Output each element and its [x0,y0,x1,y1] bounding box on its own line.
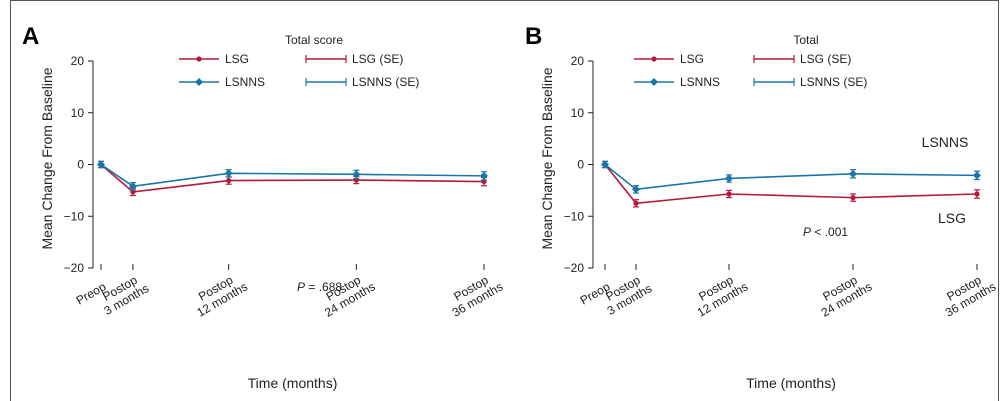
frame-left [10,0,11,401]
data-point [633,200,639,206]
x-tick-label: Postop36 months [443,268,505,319]
legend-entry: LSNNS (SE) [753,75,867,89]
legend-label: LSNNS (SE) [352,75,419,89]
legend-entry: LSG (SE) [305,52,403,66]
p-value-annotation: P = .688 [297,280,342,294]
y-tick-label: −10 [64,209,85,223]
data-point [601,160,609,169]
legend-label: LSNNS [680,75,720,89]
series-lsg [98,160,487,197]
legend-entry: LSG [634,52,704,66]
legend-label: LSG [225,52,249,66]
data-point [849,169,857,178]
data-point [725,174,733,183]
data-point [224,169,233,178]
series-lsnns [97,160,488,191]
y-tick-label: 20 [71,54,85,68]
x-axis-title: Time (months) [248,375,338,391]
series-lsnns [601,160,981,194]
data-point [128,182,137,191]
legend-entry: LSNNS [179,75,265,89]
x-tick-label: Postop3 months [598,270,654,318]
legend-label: LSG (SE) [352,52,403,66]
frame-top [10,0,999,1]
x-tick-label: Postop24 months [812,268,874,319]
x-tick-label: Postop12 months [188,268,250,319]
data-point [352,170,361,179]
series-line [100,163,485,188]
y-tick-label: −20 [64,261,85,275]
x-tick-label: Postop36 months [936,268,998,319]
y-axis-title: Mean Change From Baseline [539,67,555,249]
data-point [973,171,981,180]
p-value-text: < .001 [811,225,848,239]
legend-entry: LSG (SE) [753,52,851,66]
legend-entry: LSNNS (SE) [305,75,419,89]
data-point [226,177,232,184]
legend-label: LSG (SE) [800,52,851,66]
legend-label: LSNNS [225,75,265,89]
data-point [480,171,488,180]
y-tick-label: 20 [571,54,585,68]
y-tick-label: 0 [77,158,84,172]
legend-marker [650,78,658,86]
panel-letter: A [22,23,39,50]
data-point [726,191,732,197]
y-tick-label: 10 [571,106,585,120]
chart-title: Total score [285,33,343,47]
frame-right [998,0,999,401]
legend-label: LSG [680,52,704,66]
p-value-text: = .688 [305,280,342,294]
y-tick-label: −20 [564,261,585,275]
panel-letter: B [525,23,542,50]
data-point [850,195,856,201]
series-line [604,163,978,191]
legend-entry: LSG [179,52,249,66]
data-point [97,160,105,169]
y-axis-title: Mean Change From Baseline [39,67,55,249]
legend-marker [651,56,657,62]
p-value-symbol: P [297,280,305,294]
chart-title: Total [793,33,818,47]
series-lsg [602,160,980,208]
legend-label: LSNNS (SE) [800,75,867,89]
data-point [974,191,980,197]
data-point [632,185,640,194]
x-axis-title: Time (months) [746,375,836,391]
legend-marker [196,56,202,62]
legend-marker [195,78,203,86]
x-tick-label: Postop12 months [688,268,750,319]
y-tick-label: −10 [564,209,585,223]
series-label: LSG [938,210,966,226]
series-line [604,164,978,205]
p-value-symbol: P [803,225,811,239]
series-label: LSNNS [922,134,969,150]
x-tick-label: Postop3 months [95,270,151,318]
y-tick-label: 0 [577,158,584,172]
series-line [100,163,485,193]
data-point [130,189,136,195]
p-value-annotation: P < .001 [803,225,848,239]
panel-b: B Total LSG LSG (SE) LSNNS LSNNS (SE) 20 10 0 −10… [525,23,998,391]
y-tick-label: 10 [71,106,85,120]
legend-entry: LSNNS [634,75,720,89]
panel-a: A Total score LSG LSG (SE) LSNNS LSNNS (SE) 20… [22,23,505,391]
